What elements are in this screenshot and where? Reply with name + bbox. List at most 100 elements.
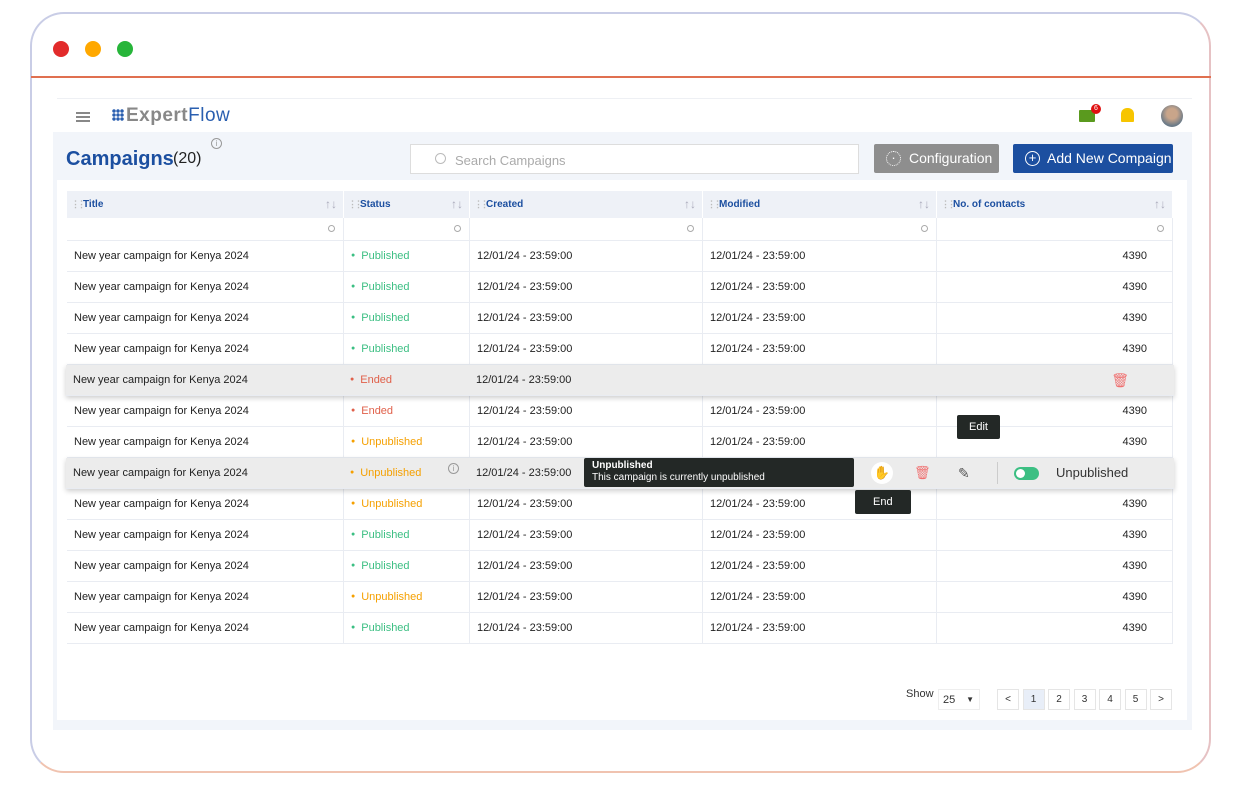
cell-title: New year campaign for Kenya 2024 — [67, 520, 344, 550]
column-header-created[interactable]: Created↑↓ — [470, 191, 703, 218]
table-row[interactable]: New year campaign for Kenya 2024 Publish… — [67, 613, 1173, 644]
filter-created[interactable] — [470, 218, 703, 240]
table-row[interactable]: New year campaign for Kenya 2024 Publish… — [67, 520, 1173, 551]
end-tooltip: End — [855, 490, 911, 514]
table-row[interactable]: New year campaign for Kenya 2024 Ended 1… — [67, 396, 1173, 427]
sort-icon[interactable]: ↑↓ — [684, 197, 696, 211]
bell-icon[interactable] — [1121, 108, 1134, 122]
cell-title: New year campaign for Kenya 2024 — [67, 582, 344, 612]
page-title: Campaigns — [66, 148, 174, 170]
delete-button[interactable]: 🗑 — [914, 465, 931, 480]
pagination-page-3[interactable]: 3 — [1073, 689, 1096, 710]
status-badge: Unpublished — [344, 582, 470, 612]
status-badge: Unpublished — [344, 489, 470, 519]
column-header-contacts[interactable]: No. of contacts↑↓ — [937, 191, 1173, 218]
publish-toggle[interactable] — [1014, 467, 1039, 480]
table-row[interactable]: New year campaign for Kenya 2024 Publish… — [67, 272, 1173, 303]
sort-icon[interactable]: ↑↓ — [918, 197, 930, 211]
status-badge: Published — [344, 241, 470, 271]
cell-modified: 12/01/24 - 23:59:00 — [703, 520, 937, 550]
pagination-page-4[interactable]: 4 — [1099, 689, 1121, 710]
sort-icon[interactable]: ↑↓ — [1154, 197, 1166, 211]
column-header-status[interactable]: Status↑↓ — [344, 191, 470, 218]
cell-modified: 12/01/24 - 23:59:00 — [703, 396, 937, 426]
configuration-button[interactable]: · Configuration — [874, 144, 999, 173]
cell-created: 12/01/24 - 23:59:00 — [470, 334, 703, 364]
pagination-page-1[interactable]: 1 — [1022, 689, 1045, 710]
cell-modified: 12/01/24 - 23:59:00 — [703, 582, 937, 612]
sort-icon[interactable]: ↑↓ — [451, 197, 463, 211]
filter-status[interactable] — [344, 218, 470, 240]
table-row[interactable]: New year campaign for Kenya 2024 Ended 1… — [66, 365, 1174, 396]
avatar[interactable] — [1161, 105, 1183, 127]
column-header-modified[interactable]: Modified↑↓ — [703, 191, 937, 218]
campaign-count: (20) — [173, 150, 202, 167]
cell-modified: 12/01/24 - 23:59:00 — [703, 241, 937, 271]
table-row[interactable]: New year campaign for Kenya 2024 Publish… — [67, 334, 1173, 365]
column-header-title[interactable]: Title↑↓ — [67, 191, 344, 218]
filter-title[interactable] — [67, 218, 344, 240]
cell-contacts: 4390 — [937, 489, 1173, 519]
cell-modified: 12/01/24 - 23:59:00 — [703, 427, 937, 457]
edit-button[interactable]: ✎ — [958, 465, 970, 481]
status-badge: Ended — [344, 396, 470, 426]
table-header: Title↑↓Status↑↓Created↑↓Modified↑↓No. of… — [67, 191, 1173, 218]
cell-contacts: 4390 — [937, 613, 1173, 643]
divider — [997, 462, 998, 484]
cell-contacts: 4390 — [937, 396, 1173, 426]
cell-contacts: 4390 — [937, 551, 1173, 581]
cell-created: 12/01/24 - 23:59:00 — [470, 489, 703, 519]
cell-title: New year campaign for Kenya 2024 — [73, 467, 248, 479]
cell-contacts: 4390 — [937, 334, 1173, 364]
filter-row — [67, 218, 1173, 241]
info-icon[interactable]: i — [211, 138, 222, 149]
cell-title: New year campaign for Kenya 2024 — [73, 374, 248, 386]
main-area: Campaigns (20) i Search Campaigns · Confi… — [53, 132, 1192, 730]
pagination-next[interactable]: > — [1150, 689, 1172, 710]
pagination-page-5[interactable]: 5 — [1124, 689, 1147, 710]
cell-contacts — [936, 458, 1172, 488]
pagination-prev[interactable]: < — [997, 689, 1019, 710]
table-row[interactable]: New year campaign for Kenya 2024 Unpubli… — [67, 489, 1173, 520]
filter-modified[interactable] — [703, 218, 937, 240]
status-badge: Published — [344, 334, 470, 364]
status-badge: Published — [344, 520, 470, 550]
show-label: Show — [906, 688, 934, 700]
cell-modified — [702, 365, 936, 395]
cell-title: New year campaign for Kenya 2024 — [67, 303, 344, 333]
maximize-dot[interactable] — [117, 41, 133, 57]
sort-icon[interactable]: ↑↓ — [325, 197, 337, 211]
menu-icon[interactable] — [76, 112, 90, 122]
close-dot[interactable] — [53, 41, 69, 57]
campaigns-table: Title↑↓Status↑↓Created↑↓Modified↑↓No. of… — [66, 191, 1174, 644]
chat-icon[interactable] — [1079, 110, 1095, 122]
search-input[interactable]: Search Campaigns — [410, 144, 859, 174]
cell-contacts: 4390 — [937, 272, 1173, 302]
table-row[interactable]: New year campaign for Kenya 2024 Publish… — [67, 241, 1173, 272]
pagination-page-2[interactable]: 2 — [1048, 689, 1070, 710]
cell-title: New year campaign for Kenya 2024 — [67, 241, 344, 271]
table-row[interactable]: New year campaign for Kenya 2024 Publish… — [67, 551, 1173, 582]
table-row[interactable]: New year campaign for Kenya 2024 Unpubli… — [67, 582, 1173, 613]
add-campaign-button[interactable]: + Add New Compaign — [1013, 144, 1173, 173]
page-size-select[interactable]: 25 ▼ — [938, 689, 980, 710]
delete-icon[interactable]: 🗑 — [1111, 372, 1129, 388]
table-row[interactable]: New year campaign for Kenya 2024 Publish… — [67, 303, 1173, 334]
cell-created: 12/01/24 - 23:59:00 — [470, 272, 703, 302]
cell-title: New year campaign for Kenya 2024 — [67, 551, 344, 581]
cell-contacts: 4390 — [937, 427, 1173, 457]
minimize-dot[interactable] — [85, 41, 101, 57]
cell-created: 12/01/24 - 23:59:00 — [470, 520, 703, 550]
edit-tooltip: Edit — [957, 415, 1000, 439]
filter-contacts[interactable] — [937, 218, 1173, 240]
cell-created: 12/01/24 - 23:59:00 — [470, 303, 703, 333]
logo: ExpertFlow — [112, 105, 230, 127]
cell-modified: 12/01/24 - 23:59:00 — [703, 334, 937, 364]
status-badge: Ended — [343, 365, 469, 395]
cell-created: 12/01/24 - 23:59:00 — [470, 582, 703, 612]
gear-icon: · — [886, 151, 901, 166]
cell-created: 12/01/24 - 23:59:00 — [476, 374, 572, 386]
end-button[interactable]: ✋ — [871, 462, 893, 484]
status-info-icon[interactable]: i — [448, 463, 459, 474]
table-row[interactable]: New year campaign for Kenya 2024 Unpubli… — [67, 427, 1173, 458]
